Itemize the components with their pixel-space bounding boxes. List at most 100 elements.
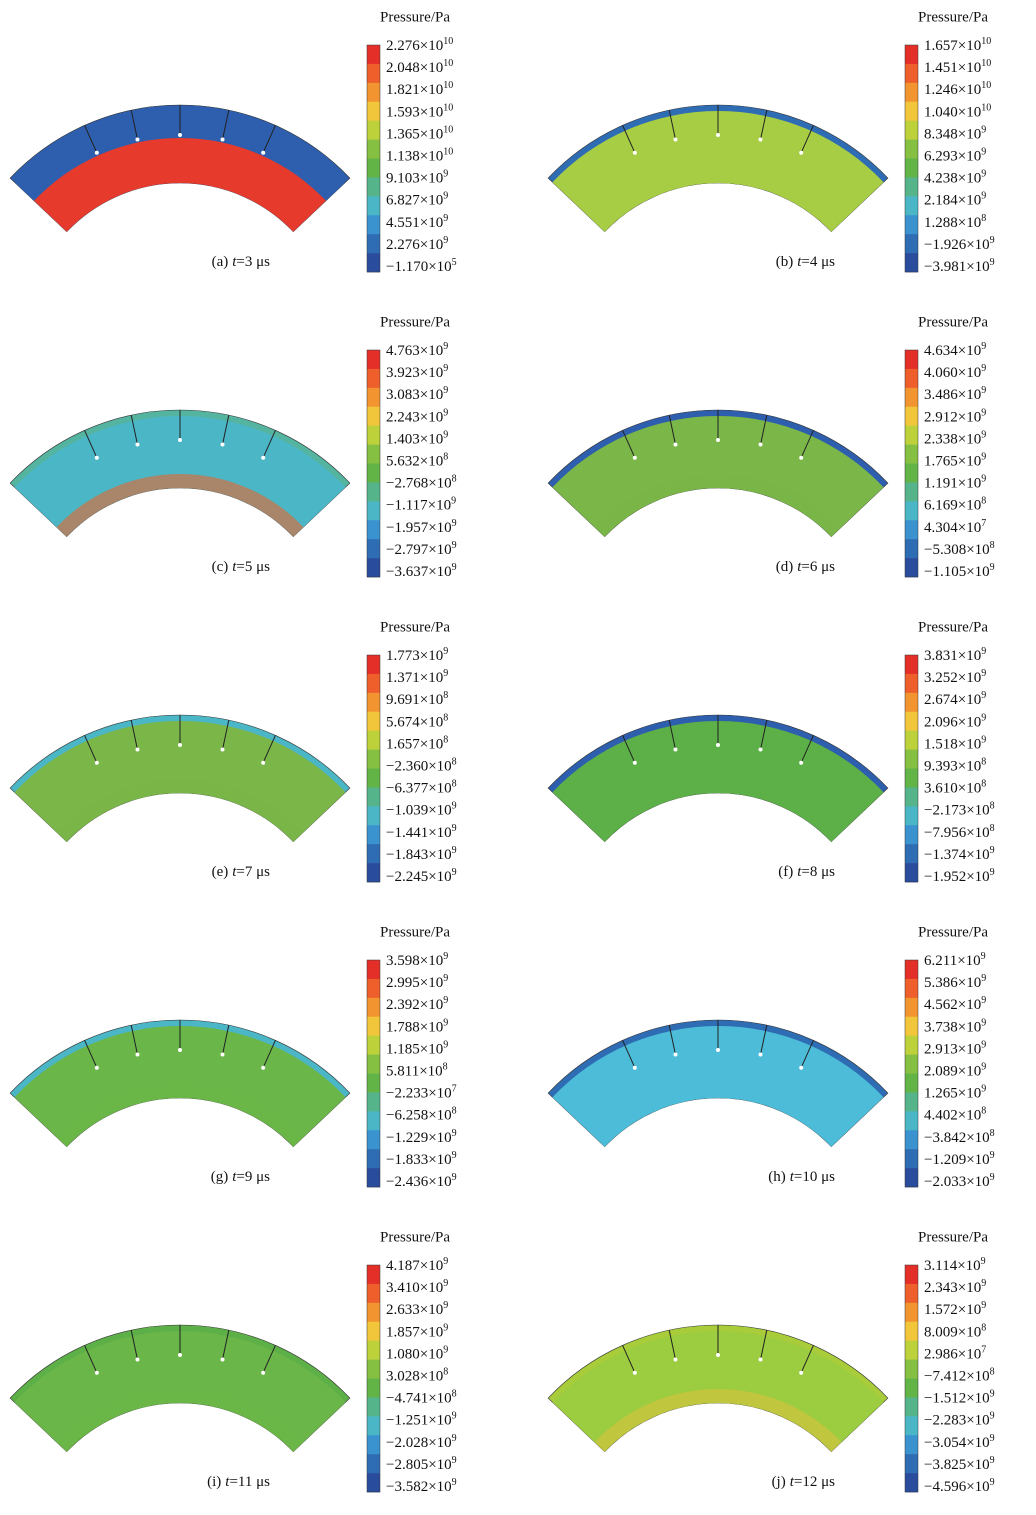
hole-end (178, 1353, 182, 1357)
colorbar-label: 4.763×109 (386, 341, 448, 359)
colorbar-label: −1.833×109 (386, 1150, 457, 1168)
label-exponent: 10 (981, 58, 991, 69)
colorbar-band (905, 1055, 918, 1074)
label-mantissa: −6.258×10 (386, 1108, 452, 1124)
colorbar-band (367, 693, 380, 712)
hole-end (759, 747, 763, 751)
label-exponent: 8 (990, 823, 995, 834)
colorbar-label: 2.674×109 (924, 690, 986, 708)
label-exponent: 9 (452, 540, 457, 551)
colorbar-band (905, 979, 918, 998)
hole-end (673, 1052, 677, 1056)
label-mantissa: 1.080×10 (386, 1347, 443, 1363)
colorbar-label: 2.338×109 (924, 430, 986, 448)
label-mantissa: 1.265×10 (924, 1086, 981, 1102)
colorbar-band (367, 1379, 380, 1398)
legend-title: Pressure/Pa (918, 314, 988, 330)
colorbar-label: 1.371×109 (386, 668, 448, 686)
hole-end (95, 1371, 99, 1375)
label-exponent: 9 (981, 191, 986, 202)
label-exponent: 9 (452, 801, 457, 812)
label-mantissa: −1.229×10 (386, 1130, 452, 1146)
colorbar-band (905, 1168, 918, 1187)
hole-end (799, 1066, 803, 1070)
label-exponent: 8 (981, 213, 986, 224)
legend-title: Pressure/Pa (918, 1229, 988, 1245)
panel: Pressure/Pa3.831×1093.252×1092.674×1092.… (548, 619, 995, 885)
label-exponent: 8 (990, 1367, 995, 1378)
colorbar-band (905, 1036, 918, 1055)
legend-title: Pressure/Pa (380, 9, 450, 25)
label-mantissa: −3.842×10 (924, 1130, 990, 1146)
colorbar-band (905, 140, 918, 159)
caption: (e)t=7 μs (212, 864, 271, 880)
label-exponent: 9 (443, 191, 448, 202)
hole-end (799, 1371, 803, 1375)
hole-end (759, 1052, 763, 1056)
hole-end (716, 438, 720, 442)
colorbar-band (905, 407, 918, 426)
colorbar-label: −1.251×109 (386, 1411, 457, 1429)
label-mantissa: 1.593×10 (386, 105, 443, 121)
label-exponent: 10 (443, 36, 453, 47)
colorbar-band (367, 960, 380, 979)
label-mantissa: 2.392×10 (386, 998, 443, 1014)
colorbar-label: 2.986×107 (924, 1345, 986, 1363)
legend-title: Pressure/Pa (380, 619, 450, 635)
hole-end (178, 438, 182, 442)
colorbar-band (905, 806, 918, 825)
label-exponent: 8 (443, 1062, 448, 1073)
label-mantissa: 4.402×10 (924, 1108, 981, 1124)
label-mantissa: −2.233×10 (386, 1086, 452, 1102)
colorbar-label: −1.209×109 (924, 1150, 995, 1168)
label-mantissa: 4.763×10 (386, 343, 443, 359)
colorbar-band (367, 426, 380, 445)
hole-end (261, 456, 265, 460)
label-exponent: 8 (981, 1323, 986, 1334)
colorbar-label: 6.169×108 (924, 496, 986, 514)
colorbar-band (367, 712, 380, 731)
colorbar-band (367, 1036, 380, 1055)
colorbar-label: 2.912×109 (924, 408, 986, 426)
colorbar-band (905, 1265, 918, 1284)
hole-end (716, 1353, 720, 1357)
figure: Pressure/Pa2.276×10102.048×10101.821×101… (0, 0, 1036, 1515)
label-exponent: 8 (990, 540, 995, 551)
label-mantissa: −2.173×10 (924, 803, 990, 819)
legend-title: Pressure/Pa (380, 1229, 450, 1245)
label-exponent: 9 (981, 1300, 986, 1311)
label-mantissa: −2.805×10 (386, 1457, 452, 1473)
colorbar-label: −2.797×109 (386, 540, 457, 558)
label-exponent: 9 (981, 646, 986, 657)
colorbar-label: −2.805×109 (386, 1455, 457, 1473)
label-mantissa: −1.843×10 (386, 847, 452, 863)
legend-title: Pressure/Pa (380, 924, 450, 940)
colorbar-label: −1.843×109 (386, 845, 457, 863)
colorbar-label: 6.827×109 (386, 191, 448, 209)
hole-end (799, 761, 803, 765)
label-exponent: 9 (452, 867, 457, 878)
caption-letter: (f) (778, 864, 793, 880)
label-mantissa: −1.170×10 (386, 259, 452, 275)
colorbar-band (905, 712, 918, 731)
panel: Pressure/Pa3.114×1092.343×1091.572×1098.… (548, 1229, 995, 1495)
hole-end (716, 133, 720, 137)
colorbar-band (367, 196, 380, 215)
colorbar-band (905, 45, 918, 64)
label-exponent: 9 (981, 408, 986, 419)
hole-end (799, 456, 803, 460)
colorbar-band (905, 1397, 918, 1416)
label-mantissa: −1.957×10 (386, 520, 452, 536)
colorbar-label: 2.089×109 (924, 1062, 986, 1080)
label-exponent: 8 (443, 690, 448, 701)
colorbar-label: 1.857×109 (386, 1323, 448, 1341)
label-mantissa: −2.360×10 (386, 759, 452, 775)
caption-letter: (j) (772, 1474, 786, 1490)
colorbar-band (367, 1435, 380, 1454)
hole-end (673, 137, 677, 141)
label-exponent: 8 (452, 1106, 457, 1117)
colorbar-band (905, 769, 918, 788)
label-exponent: 9 (990, 867, 995, 878)
colorbar-band (905, 1435, 918, 1454)
colorbar-band (905, 83, 918, 102)
